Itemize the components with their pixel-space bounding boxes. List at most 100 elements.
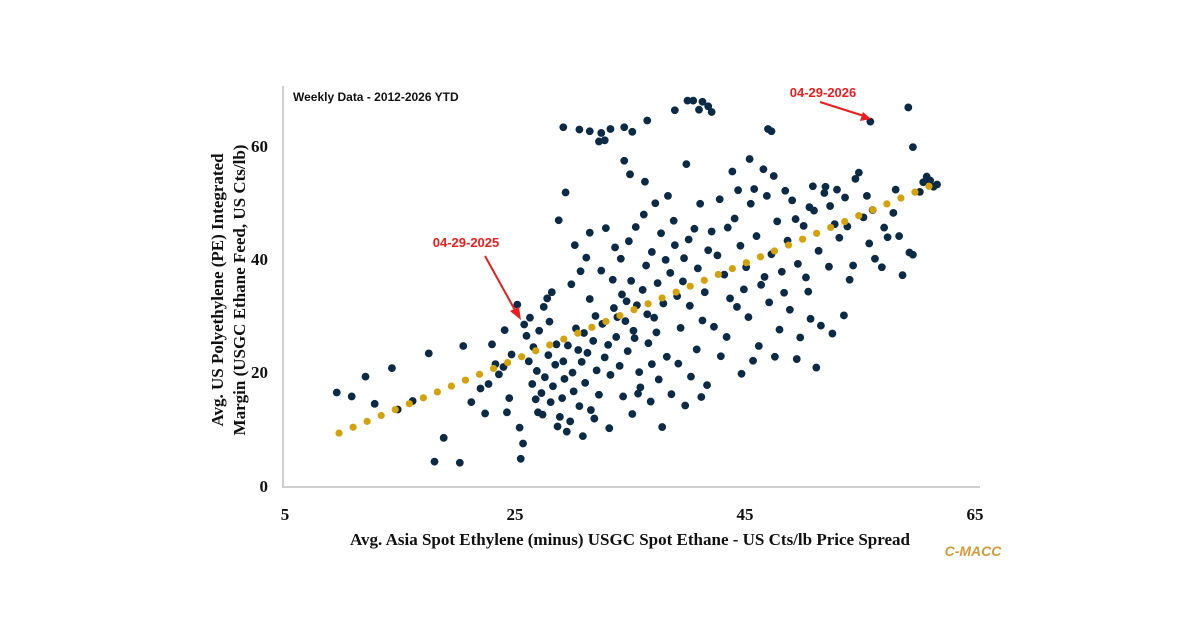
data-point: [347, 392, 356, 401]
data-point: [592, 366, 601, 375]
trendline-dot: [546, 341, 554, 349]
x-axis-title: Avg. Asia Spot Ethylene (minus) USGC Spo…: [350, 530, 911, 549]
data-point: [670, 106, 679, 115]
trendline-dot: [405, 400, 413, 408]
trendline-dot: [560, 335, 568, 343]
arrowhead-icon: [860, 112, 871, 121]
arrowhead-icon: [510, 307, 521, 320]
trendline-dot: [335, 429, 343, 437]
data-point: [583, 348, 592, 357]
data-point: [566, 417, 575, 426]
data-point: [771, 352, 779, 361]
trendline-dot: [602, 317, 610, 326]
data-point: [658, 423, 667, 431]
annotation-arrow-2026: [819, 101, 865, 117]
data-point: [628, 410, 637, 418]
data-point: [545, 317, 554, 326]
trendline-dot: [756, 253, 765, 261]
data-point: [647, 360, 656, 369]
data-point: [657, 229, 665, 238]
data-point: [769, 172, 778, 180]
data-point: [636, 383, 645, 392]
data-point: [520, 320, 529, 329]
x-tick-label: 65: [967, 505, 984, 524]
data-point: [560, 374, 569, 383]
data-point: [926, 176, 935, 185]
trendline-dot: [798, 235, 807, 243]
data-point: [696, 199, 705, 208]
data-point: [765, 298, 774, 307]
data-point: [713, 251, 722, 260]
data-point: [505, 394, 514, 403]
data-point: [877, 263, 886, 272]
data-point: [866, 117, 875, 126]
data-point: [361, 372, 370, 381]
trendline-dot: [489, 364, 498, 373]
data-point: [651, 199, 660, 208]
data-point: [716, 352, 725, 361]
data-point: [558, 394, 567, 403]
data-point: [638, 286, 647, 294]
data-point: [535, 326, 544, 335]
data-point: [622, 297, 631, 306]
data-points: [332, 96, 941, 467]
trendline-dot: [616, 311, 624, 320]
data-point: [647, 248, 656, 256]
trendline-dot: [770, 247, 779, 255]
data-point: [698, 97, 707, 106]
trendline-dot: [897, 194, 905, 202]
data-point: [781, 186, 790, 195]
trendline-dot: [728, 264, 736, 273]
data-point: [553, 422, 562, 431]
data-point: [580, 329, 588, 337]
data-point: [757, 280, 765, 289]
trendline-dot: [588, 323, 596, 331]
data-point: [581, 378, 590, 387]
data-point: [611, 243, 619, 252]
data-point: [826, 202, 834, 210]
data-point: [730, 214, 739, 223]
data-point: [537, 389, 546, 397]
data-point: [845, 275, 854, 284]
data-point: [777, 267, 786, 276]
data-point: [661, 255, 670, 264]
data-point: [585, 127, 594, 136]
trendline-dot: [742, 259, 750, 267]
data-point: [620, 123, 629, 132]
data-point: [820, 189, 829, 197]
data-point: [585, 295, 594, 303]
trendline-dot: [883, 200, 891, 208]
data-point: [726, 294, 734, 303]
data-point: [863, 191, 871, 200]
data-point: [424, 349, 433, 358]
trendline-dot: [504, 358, 512, 367]
trendline-dot: [461, 376, 470, 384]
data-point: [794, 259, 802, 268]
y-tick-label: 60: [251, 137, 268, 156]
data-point: [332, 388, 341, 397]
data-point: [687, 372, 695, 381]
data-point: [679, 277, 687, 286]
data-point: [693, 264, 702, 273]
trendline-dot: [419, 394, 427, 402]
data-point: [528, 380, 537, 388]
annotation-label-2025: 04-29-2025: [433, 235, 500, 250]
data-point: [610, 304, 618, 312]
data-point: [750, 185, 759, 193]
data-point: [531, 395, 540, 404]
trendline-dot: [377, 411, 385, 420]
trendline-dot: [644, 300, 652, 308]
data-point: [841, 193, 849, 202]
data-point: [828, 329, 837, 338]
data-point: [569, 387, 578, 396]
data-point: [606, 125, 615, 133]
data-point: [667, 390, 676, 399]
data-point: [792, 355, 801, 363]
data-point: [549, 382, 557, 391]
data-point: [532, 367, 541, 375]
data-point: [631, 223, 640, 231]
data-point: [733, 303, 741, 311]
data-point: [370, 399, 379, 408]
data-point: [825, 262, 833, 271]
data-point: [597, 129, 606, 137]
